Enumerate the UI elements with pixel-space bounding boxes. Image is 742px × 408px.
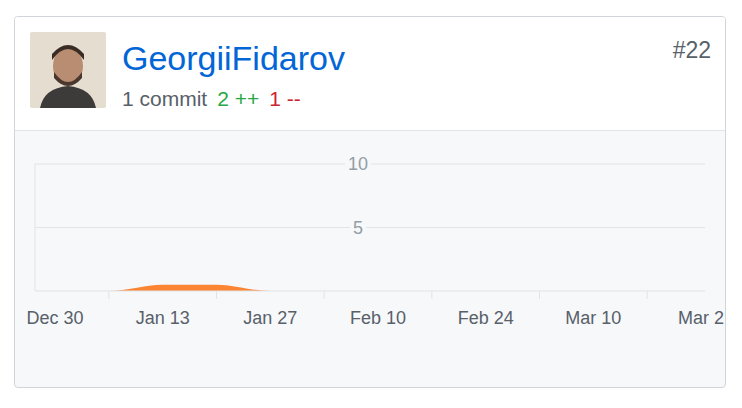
x-tick <box>431 291 432 299</box>
label-backdrop <box>345 154 371 174</box>
deletions: 1 -- <box>269 87 301 110</box>
x-tick-label: Jan 27 <box>243 308 297 328</box>
x-tick-label: Feb 24 <box>458 308 514 328</box>
stats: 1 commit 2 ++ 1 -- <box>122 87 311 111</box>
y-axis-line <box>35 164 36 291</box>
rank: #22 <box>673 37 711 64</box>
plot-area <box>55 285 701 291</box>
x-tick-label: Mar 10 <box>565 308 621 328</box>
avatar <box>30 32 106 108</box>
grid-line <box>35 227 705 228</box>
avatar-image <box>30 32 106 108</box>
x-tick <box>108 291 109 299</box>
x-tick <box>216 291 217 299</box>
y-tick-label: 5 <box>353 218 363 238</box>
additions: 2 ++ <box>217 87 259 110</box>
commit-count: 1 commit <box>122 87 207 110</box>
x-tick <box>647 291 648 299</box>
x-tick <box>324 291 325 299</box>
x-tick-label: Dec 30 <box>26 308 83 328</box>
contributor-card: GeorgiiFidarov #22 1 commit 2 ++ 1 -- 5 10 D… <box>14 16 726 388</box>
chart: 5 10 Dec 30 Jan 13 Jan 27 Feb 10 Feb 24 Mar 10 M… <box>15 17 726 388</box>
x-tick <box>539 291 540 299</box>
card-header: GeorgiiFidarov #22 1 commit 2 ++ 1 -- <box>15 17 725 131</box>
x-axis-line <box>35 291 705 292</box>
label-backdrop <box>350 218 366 238</box>
commit-area <box>55 285 701 291</box>
user-name[interactable]: GeorgiiFidarov <box>122 39 345 78</box>
x-tick-label: Jan 13 <box>136 308 190 328</box>
y-tick-label: 10 <box>348 154 368 174</box>
x-tick-label: Feb 10 <box>350 308 406 328</box>
x-tick-label: Mar 2 <box>678 308 724 328</box>
